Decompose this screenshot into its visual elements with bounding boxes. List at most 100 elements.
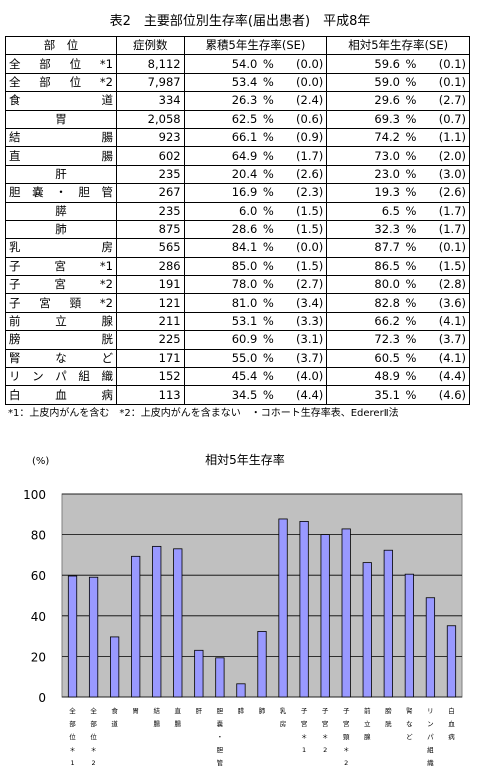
relative-cell: 82.8% (3.6) [326, 293, 470, 313]
standard-error: (0.0) [296, 74, 324, 89]
header-relative: 相対5年生存率(SE) [326, 35, 470, 56]
rate-value: 59.0 [374, 74, 400, 89]
rate-value: 62.5 [231, 111, 258, 126]
cases-cell: 152 [115, 367, 185, 387]
x-tick-label: 腺 [364, 732, 371, 741]
standard-error: (4.0) [296, 369, 324, 384]
cases-cell: 286 [115, 256, 185, 277]
site-cell: 前立腺 [5, 311, 117, 332]
cases-cell: 875 [115, 219, 185, 240]
site-char: 腸 [101, 130, 113, 145]
rate-value: 66.2 [374, 314, 400, 329]
cumulative-cell: 64.9% (1.7) [183, 146, 328, 166]
rate-value: 45.4 [231, 369, 258, 384]
site-char: 組 [78, 369, 90, 384]
site-char: *2 [99, 295, 113, 310]
cases-cell: 121 [115, 293, 185, 313]
percent-sign: % [262, 258, 274, 273]
rate-value: 55.0 [231, 350, 258, 365]
percent-sign: % [262, 314, 274, 329]
cumulative-cell: 34.5% (4.4) [183, 385, 328, 405]
cumulative-cell: 45.4% (4.0) [183, 367, 328, 387]
site-char: リ [9, 369, 21, 384]
x-tick-label: 直 [175, 706, 182, 715]
cumulative-cell: 16.9% (2.3) [183, 183, 328, 203]
site-label: 肝 [9, 167, 113, 182]
percent-sign: % [405, 185, 417, 200]
standard-error: (0.6) [296, 111, 324, 126]
cumulative-cell: 53.1% (3.3) [183, 311, 328, 332]
percent-sign: % [405, 277, 417, 292]
percent-sign: % [262, 240, 274, 255]
rate-value: 32.3 [374, 222, 400, 237]
site-char: 位 [69, 74, 82, 89]
standard-error: (4.1) [438, 350, 466, 365]
site-label: 乳房 [9, 240, 113, 255]
rate-value: 82.8 [374, 295, 400, 310]
site-label: リンパ組織 [9, 369, 113, 384]
site-label: 胃 [9, 112, 113, 127]
site-cell: 全 部 位 *1 [5, 54, 117, 74]
site-char: 位 [69, 56, 82, 71]
relative-cell: 74.2% (1.1) [326, 127, 470, 148]
standard-error: (1.1) [438, 130, 466, 145]
rate-value: 84.1 [231, 240, 258, 255]
header-cases: 症例数 [115, 35, 185, 56]
table-body: 全部位 *1 8,112 54.0% (0.0) 59.6% (0.1) 全部位 *2 7,987… [5, 54, 470, 405]
site-char: 子 [9, 295, 21, 310]
x-tick-label: 病 [448, 732, 455, 741]
site-char: 部 [39, 74, 51, 89]
x-tick-label: 膵 [238, 706, 245, 715]
cumulative-cell: 54.0% (0.0) [183, 54, 328, 74]
standard-error: (1.7) [438, 222, 466, 237]
percent-sign: % [262, 166, 274, 181]
standard-error: (2.6) [296, 166, 324, 181]
site-cell: 肝 [5, 164, 117, 185]
standard-error: (3.7) [296, 350, 324, 365]
standard-error: (1.5) [438, 258, 466, 273]
rate-value: 60.9 [231, 332, 258, 347]
site-char: 結 [9, 130, 21, 145]
site-cell: 子 宮 頸 *2 [5, 293, 117, 313]
rate-value: 20.4 [231, 166, 258, 181]
relative-cell: 32.3% (1.7) [326, 219, 470, 240]
table-row: 全 部 位 *1 8,112 54.0% (0.0) 59.6% (0.1) [5, 54, 470, 74]
x-tick-label: ＊ [322, 733, 329, 741]
site-char: 宮 [39, 295, 51, 310]
table-row: 白 血 病 113 34.5% (4.4) 35.1% (4.6) [5, 385, 470, 405]
cumulative-cell: 26.3% (2.4) [183, 91, 328, 111]
x-tick-label: 2 [323, 746, 327, 754]
site-char: ン [32, 369, 44, 384]
bar [383, 549, 393, 698]
relative-cell: 48.9% (4.4) [326, 367, 470, 387]
relative-cell: 29.6% (2.7) [326, 91, 470, 111]
percent-sign: % [262, 130, 274, 145]
percent-sign: % [262, 148, 274, 163]
standard-error: (0.0) [296, 56, 324, 71]
table-row: 子 宮 *2 191 78.0% (2.7) 80.0% (2.8) [5, 275, 470, 295]
bar [131, 555, 141, 698]
x-tick-label: 1 [70, 759, 74, 767]
cases-cell: 191 [115, 275, 185, 295]
site-char: 白 [9, 387, 21, 402]
site-char: 病 [101, 387, 113, 402]
x-tick-label: 道 [111, 719, 118, 728]
rate-value: 59.6 [374, 56, 400, 71]
cumulative-cell: 53.4% (0.0) [183, 72, 328, 93]
rate-value: 74.2 [374, 130, 400, 145]
standard-error: (4.1) [438, 314, 466, 329]
site-char: 胆 [78, 185, 90, 200]
bar [88, 576, 99, 698]
site-cell: 膵 [5, 201, 117, 221]
x-tick-label: 宮 [343, 719, 350, 728]
site-cell: リンパ組織 [5, 367, 117, 387]
standard-error: (2.8) [438, 277, 466, 292]
rate-value: 86.5 [374, 258, 400, 273]
x-tick-label: 前 [364, 706, 371, 715]
percent-sign: % [262, 387, 274, 402]
y-tick-label: 40 [31, 610, 46, 624]
site-char: *1 [99, 56, 113, 71]
rate-value: 34.5 [231, 387, 258, 402]
percent-sign: % [262, 350, 274, 365]
site-char: 嚢 [32, 185, 44, 200]
